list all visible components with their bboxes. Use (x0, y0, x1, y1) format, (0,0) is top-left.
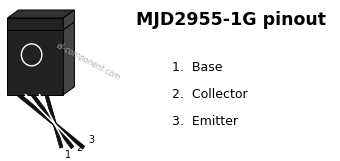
Text: 3: 3 (88, 135, 95, 145)
Polygon shape (7, 10, 74, 18)
Text: 2: 2 (76, 143, 83, 153)
Polygon shape (63, 10, 74, 30)
Text: 2.  Collector: 2. Collector (172, 88, 248, 101)
Text: 3.  Emitter: 3. Emitter (172, 115, 238, 128)
Polygon shape (45, 94, 63, 148)
Text: MJD2955-1G pinout: MJD2955-1G pinout (136, 11, 326, 29)
Polygon shape (7, 30, 63, 95)
Text: el-component.com: el-component.com (55, 41, 122, 83)
Polygon shape (18, 93, 85, 149)
Polygon shape (63, 22, 74, 95)
Text: 1.  Base: 1. Base (172, 61, 223, 74)
Text: 1: 1 (65, 150, 71, 160)
Polygon shape (7, 18, 63, 30)
Polygon shape (31, 94, 74, 149)
